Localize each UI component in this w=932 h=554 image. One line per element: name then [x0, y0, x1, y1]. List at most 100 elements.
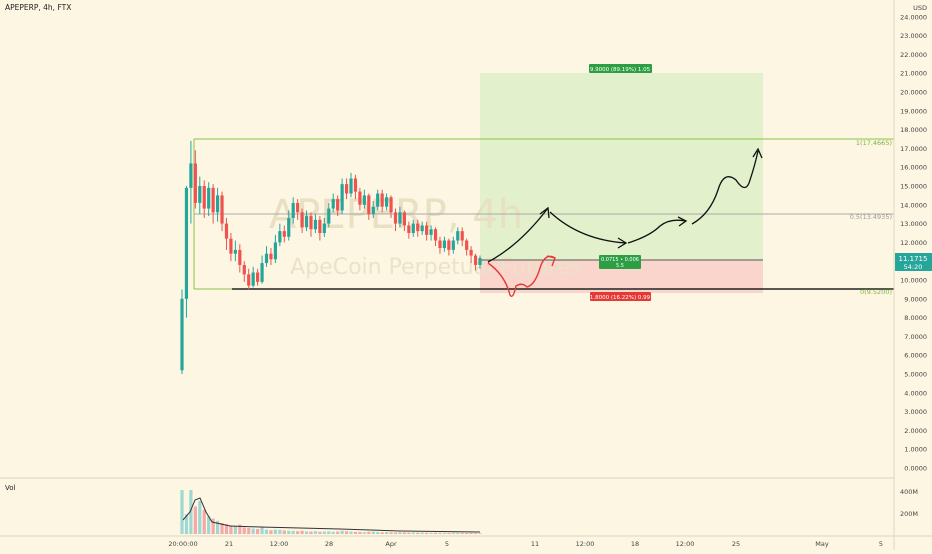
- volume-bar: [229, 525, 233, 534]
- candle-body[interactable]: [207, 187, 211, 209]
- time-axis[interactable]: 20:00:00 21 12:00 28 Apr 5 11 12:00 18 12:00 25 May…: [168, 540, 883, 548]
- candle-body[interactable]: [313, 219, 318, 230]
- candle-body[interactable]: [336, 199, 340, 211]
- time-tick-label: 25: [732, 540, 740, 548]
- candle-body[interactable]: [309, 216, 313, 230]
- volume-bar: [416, 532, 420, 534]
- volume-ma-line: [182, 497, 481, 533]
- candle-body[interactable]: [331, 199, 335, 209]
- candle-body[interactable]: [215, 195, 220, 213]
- candle-body[interactable]: [456, 231, 460, 241]
- candle-body[interactable]: [198, 186, 202, 203]
- candle-body[interactable]: [371, 206, 375, 215]
- candle-body[interactable]: [291, 202, 295, 218]
- candle-body[interactable]: [247, 274, 251, 286]
- projection-arrow-rise[interactable]: [627, 219, 687, 244]
- projection-arrow-red[interactable]: [487, 255, 556, 298]
- candle-body[interactable]: [233, 249, 237, 254]
- volume-bar: [380, 532, 384, 534]
- candle-body[interactable]: [389, 197, 393, 213]
- candle-body[interactable]: [202, 186, 206, 209]
- candle-body[interactable]: [451, 240, 455, 250]
- candle-body[interactable]: [180, 298, 184, 371]
- price-tick-label: 1.0000: [904, 446, 927, 454]
- candle-body[interactable]: [416, 223, 420, 232]
- candle-body[interactable]: [264, 253, 269, 264]
- fib-level-0-label: 0(9.5200): [860, 288, 892, 296]
- candle-body[interactable]: [220, 195, 224, 224]
- candle-body[interactable]: [358, 191, 362, 205]
- candle-body[interactable]: [300, 212, 304, 228]
- candle-body[interactable]: [447, 240, 451, 250]
- candle-body[interactable]: [269, 253, 273, 260]
- volume-bar: [233, 526, 237, 534]
- candle-body[interactable]: [340, 184, 344, 211]
- volume-bar: [331, 531, 335, 534]
- candle-body[interactable]: [362, 195, 366, 205]
- candle-body[interactable]: [184, 187, 189, 299]
- candle-body[interactable]: [224, 223, 229, 239]
- price-axis[interactable]: 24.0000 23.0000 22.0000 21.0000 20.0000 19.00…: [900, 13, 927, 472]
- candle-body[interactable]: [304, 216, 309, 228]
- candle-body[interactable]: [393, 212, 398, 224]
- candle-body[interactable]: [211, 187, 215, 213]
- candle-body[interactable]: [376, 193, 380, 207]
- candle-body[interactable]: [327, 208, 331, 224]
- candle-body[interactable]: [242, 264, 246, 275]
- countdown-label: 54:20: [904, 263, 923, 271]
- candle-body[interactable]: [344, 184, 349, 194]
- volume-bar: [349, 531, 353, 534]
- candle-body[interactable]: [473, 255, 478, 265]
- symbol-header[interactable]: APEPERP, 4h, FTX: [5, 3, 71, 12]
- candle-body[interactable]: [433, 229, 438, 241]
- candle-body[interactable]: [353, 178, 358, 192]
- candle-body[interactable]: [287, 217, 291, 237]
- candle-body[interactable]: [420, 225, 424, 232]
- candle-body[interactable]: [380, 193, 384, 207]
- candle-body[interactable]: [193, 163, 197, 203]
- volume-bar: [402, 532, 406, 534]
- candle-body[interactable]: [318, 219, 322, 233]
- candle-body[interactable]: [407, 225, 411, 233]
- candle-body[interactable]: [229, 238, 233, 254]
- candle-body[interactable]: [425, 225, 429, 235]
- price-tick-label: 2.0000: [904, 427, 927, 435]
- volume-bar: [260, 527, 264, 534]
- volume-bar: [433, 532, 438, 534]
- candle-body[interactable]: [189, 163, 193, 188]
- candle-body[interactable]: [442, 240, 447, 249]
- candle-body[interactable]: [278, 231, 282, 243]
- candle-body[interactable]: [398, 212, 402, 224]
- candle-body[interactable]: [478, 258, 482, 265]
- volume-bar: [371, 531, 375, 534]
- candle-body[interactable]: [251, 272, 255, 286]
- candle-body[interactable]: [438, 240, 442, 249]
- center-label-line1: 0.0715 • 0.006: [601, 257, 639, 263]
- candle-body[interactable]: [260, 263, 264, 282]
- candle-body[interactable]: [322, 223, 326, 233]
- candle-body[interactable]: [296, 202, 300, 213]
- candle-body[interactable]: [349, 178, 353, 194]
- candle-body[interactable]: [465, 240, 469, 250]
- volume-bar: [358, 532, 362, 534]
- price-tick-label: 4.0000: [904, 389, 927, 397]
- candle-body[interactable]: [256, 272, 260, 282]
- candle-body[interactable]: [384, 197, 389, 207]
- time-tick-label: 12:00: [270, 540, 289, 548]
- candle-body[interactable]: [367, 195, 371, 215]
- candle-body[interactable]: [273, 242, 278, 260]
- projection-arrow-target[interactable]: [691, 150, 759, 225]
- projection-arrow-down[interactable]: [549, 211, 627, 244]
- candle-body[interactable]: [238, 249, 242, 265]
- candle-body[interactable]: [411, 223, 415, 233]
- candle-body[interactable]: [469, 249, 473, 256]
- candle-body[interactable]: [460, 231, 464, 241]
- candle-body[interactable]: [429, 229, 433, 235]
- candle-body[interactable]: [402, 212, 406, 226]
- profit-zone[interactable]: [480, 73, 763, 260]
- candle-body[interactable]: [282, 231, 286, 237]
- projection-arrow-up[interactable]: [487, 207, 549, 263]
- arrowhead-icon: [677, 216, 688, 227]
